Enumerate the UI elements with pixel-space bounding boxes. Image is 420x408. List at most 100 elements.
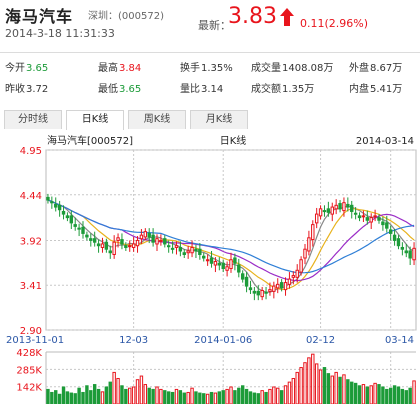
- x-tick-label: 02-12: [306, 335, 335, 346]
- candle-body: [365, 217, 370, 221]
- candle-body: [342, 202, 346, 212]
- volume-bar: [233, 390, 237, 405]
- volume-bar: [128, 387, 132, 405]
- tab-weekly-k[interactable]: 周K线: [128, 110, 186, 129]
- candle-body: [412, 247, 416, 261]
- x-tick-label: 03-14: [385, 335, 414, 346]
- x-tick-label: 2014-01-06: [194, 335, 252, 346]
- tab-daily-k[interactable]: 日K线: [66, 110, 124, 130]
- candle-body: [295, 269, 299, 278]
- stat-volume-label: 成交量: [251, 63, 281, 74]
- volume-bar: [385, 388, 389, 405]
- candle-body: [385, 222, 389, 229]
- candle-body: [225, 266, 229, 271]
- candle-body: [260, 289, 264, 298]
- volume-bar: [291, 377, 296, 405]
- volume-bar: [73, 393, 77, 405]
- candle-body: [299, 259, 303, 273]
- volume-bar: [283, 385, 288, 405]
- last-price: 3.83: [228, 4, 277, 29]
- stat-amount-value: 1.35万: [282, 84, 315, 95]
- stock-code: 深圳：(000572): [88, 11, 164, 22]
- volume-bar: [190, 387, 194, 405]
- kline-chart: 海马汽车[000572] 日K线 2014-03-14 4.95 4.44 3.92…: [0, 130, 420, 405]
- stat-volume-value: 1408.08万: [282, 63, 334, 74]
- candle-body: [373, 215, 377, 218]
- volume-bar: [276, 387, 280, 405]
- volume-bar: [268, 388, 272, 405]
- volume-bar: [213, 392, 218, 405]
- candle-body: [221, 262, 225, 270]
- stat-inner-label: 内盘: [349, 84, 369, 95]
- candle-body: [205, 259, 210, 262]
- volume-bar: [412, 380, 416, 405]
- volume-bar: [252, 392, 257, 405]
- candle-body: [202, 255, 206, 259]
- candle-body: [307, 237, 311, 252]
- tab-monthly-k[interactable]: 月K线: [190, 110, 248, 129]
- candle-body: [318, 208, 323, 217]
- stat-inner-value: 5.41万: [370, 84, 403, 95]
- volume-bar: [248, 391, 253, 405]
- volume-bar: [342, 374, 346, 405]
- volume-bar: [163, 390, 167, 405]
- candle-body: [69, 215, 74, 224]
- candle-body: [353, 212, 358, 215]
- volume-bar: [369, 385, 373, 405]
- stat-low-value: 3.65: [119, 84, 142, 95]
- stat-outer-value: 8.67万: [370, 63, 403, 74]
- stat-inner: 内盘5.41万: [349, 80, 402, 95]
- candle-body: [131, 243, 136, 248]
- volume-bar: [54, 390, 58, 405]
- volume-bar: [377, 384, 381, 405]
- candle-body: [89, 238, 93, 241]
- x-tick-label: 12-03: [119, 335, 148, 346]
- candle-body: [100, 243, 105, 248]
- volume-bar: [346, 379, 350, 405]
- volume-bar: [81, 391, 85, 405]
- candle-body: [279, 282, 284, 289]
- volume-bar: [182, 392, 186, 405]
- volume-bar: [61, 386, 66, 405]
- candle-body: [377, 217, 381, 221]
- stat-low: 最低3.65: [98, 80, 141, 95]
- volume-bar: [392, 385, 397, 405]
- volume-bar: [100, 391, 105, 405]
- volume-bar: [50, 391, 54, 405]
- candle-body: [244, 276, 249, 287]
- volume-bar: [287, 381, 292, 405]
- candle-body: [96, 243, 101, 247]
- stat-amount: 成交额1.35万: [251, 80, 314, 95]
- candle-body: [92, 238, 97, 243]
- stats-panel: 今开3.65 最高3.84 换手1.35% 成交量1408.08万 外盘8.67…: [0, 52, 420, 98]
- price-change: 0.11(2.96%): [300, 17, 369, 30]
- volume-bar: [326, 373, 331, 405]
- volume-bar: [120, 385, 124, 405]
- volume-bar: [365, 386, 370, 405]
- candle-body: [159, 239, 163, 242]
- stat-high: 最高3.84: [98, 59, 141, 74]
- volume-bar: [147, 387, 151, 405]
- candle-body: [198, 248, 202, 255]
- volume-bar: [89, 390, 93, 405]
- candle-body: [326, 208, 331, 213]
- candle-body: [124, 245, 128, 248]
- chart-background: [0, 130, 420, 404]
- volume-tick-label: 428K: [16, 348, 42, 359]
- quote-datetime: 2014-3-18 11:31:33: [5, 27, 115, 40]
- candle-body: [178, 246, 183, 252]
- candle-body: [217, 262, 222, 266]
- volume-bar: [170, 391, 175, 405]
- volume-bar: [77, 387, 81, 405]
- volume-tick-label: 285K: [16, 365, 42, 376]
- candle-body: [268, 289, 272, 292]
- volume-bar: [338, 376, 342, 405]
- volume-bar: [135, 379, 140, 405]
- candle-body: [396, 238, 401, 247]
- volume-bar: [92, 384, 97, 405]
- volume-bar: [166, 391, 171, 405]
- candle-body: [151, 234, 155, 243]
- tab-intraday[interactable]: 分时线: [4, 110, 62, 129]
- volume-bar: [155, 386, 159, 405]
